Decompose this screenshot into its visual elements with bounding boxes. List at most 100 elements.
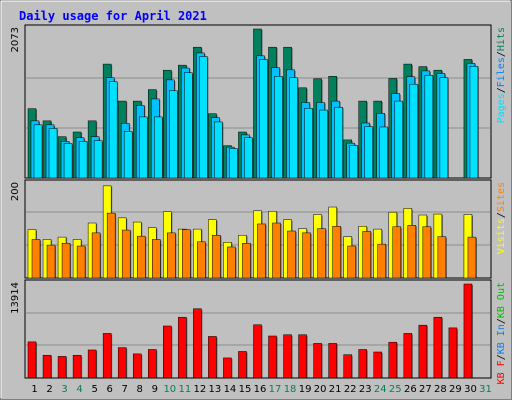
y-max-label: 13914 bbox=[10, 282, 21, 314]
bar bbox=[91, 232, 101, 279]
x-label-day: 16 bbox=[254, 384, 267, 395]
legend-entry: Pages bbox=[496, 93, 507, 123]
bar bbox=[33, 124, 43, 179]
bar bbox=[418, 324, 428, 379]
bar bbox=[169, 90, 178, 179]
bar bbox=[178, 316, 187, 379]
bar bbox=[123, 131, 133, 179]
bar bbox=[63, 143, 73, 179]
bar bbox=[136, 235, 146, 279]
x-label-day: 19 bbox=[299, 384, 312, 395]
x-label-day: 14 bbox=[224, 384, 237, 395]
bar bbox=[422, 226, 432, 279]
bar bbox=[274, 76, 283, 179]
bar bbox=[334, 106, 343, 179]
legend-entry: KB Out bbox=[496, 282, 507, 318]
bar bbox=[377, 243, 386, 279]
bar bbox=[268, 335, 277, 379]
chart-title: Daily usage for April 2021 bbox=[19, 9, 207, 23]
legend-entry: KB In bbox=[496, 324, 507, 354]
x-label-day: 18 bbox=[284, 384, 297, 395]
bar bbox=[328, 343, 337, 379]
x-label-day: 29 bbox=[449, 384, 462, 395]
bar bbox=[407, 225, 417, 279]
legend-entry: Sites bbox=[496, 182, 507, 212]
bar bbox=[349, 145, 358, 179]
bar bbox=[184, 72, 193, 179]
bar bbox=[199, 56, 208, 179]
bar bbox=[193, 308, 202, 379]
bar bbox=[388, 341, 398, 379]
x-label-day: 4 bbox=[76, 384, 82, 395]
legend-entry: KB F bbox=[496, 360, 507, 384]
bar bbox=[437, 236, 447, 279]
legend-entry: Visits bbox=[496, 218, 507, 254]
bar bbox=[238, 351, 247, 379]
bar bbox=[467, 236, 477, 279]
bar bbox=[242, 242, 251, 279]
bar bbox=[138, 116, 148, 179]
bar bbox=[223, 357, 232, 379]
legend-entry: / bbox=[496, 318, 507, 324]
legend-entry: Hits bbox=[496, 27, 507, 51]
x-label-day: 26 bbox=[404, 384, 417, 395]
bar bbox=[78, 141, 88, 179]
bar bbox=[152, 239, 161, 279]
bar bbox=[439, 77, 449, 179]
bar bbox=[317, 228, 326, 279]
bar bbox=[394, 100, 404, 179]
bar bbox=[392, 226, 402, 279]
x-label-day: 21 bbox=[329, 384, 342, 395]
bar bbox=[379, 126, 388, 179]
x-label-day: 12 bbox=[194, 384, 207, 395]
series-pages bbox=[33, 56, 479, 179]
bar bbox=[72, 354, 82, 379]
bar bbox=[358, 349, 367, 379]
bar bbox=[154, 116, 163, 179]
bar bbox=[163, 325, 172, 379]
x-label-day: 17 bbox=[269, 384, 282, 395]
x-label-day: 5 bbox=[91, 384, 97, 395]
bar bbox=[121, 229, 131, 279]
bar bbox=[148, 349, 157, 379]
bar bbox=[42, 354, 52, 379]
bar bbox=[214, 121, 223, 179]
panel-visitors: 200 Visits/Sites bbox=[10, 179, 507, 279]
bar bbox=[289, 77, 298, 179]
x-label-day: 31 bbox=[479, 384, 492, 395]
chart-panels: 2073Pages/Files/Hits200Visits/Sites13914… bbox=[10, 24, 507, 384]
bar bbox=[448, 327, 458, 379]
x-label-day: 10 bbox=[163, 384, 176, 395]
bar bbox=[332, 226, 341, 279]
x-label-day: 30 bbox=[464, 384, 477, 395]
legend: Visits/Sites bbox=[496, 182, 507, 254]
bar bbox=[347, 245, 356, 279]
bar bbox=[46, 244, 56, 279]
bar bbox=[244, 137, 253, 179]
bar bbox=[259, 59, 268, 179]
series-kb-f bbox=[27, 283, 473, 379]
bar bbox=[313, 343, 322, 379]
x-axis-labels: 1 2 3 4 5 6 7 8 9 10 11 12 13 14 15 16 17 18 19 20 21 22 23 24 2… bbox=[31, 384, 492, 395]
bar bbox=[197, 241, 206, 279]
legend-entry: / bbox=[496, 354, 507, 360]
x-label-day: 1 bbox=[31, 384, 37, 395]
x-label-day: 25 bbox=[389, 384, 402, 395]
bar bbox=[343, 354, 352, 379]
bar bbox=[298, 334, 307, 379]
bar bbox=[93, 140, 103, 179]
bar bbox=[409, 83, 419, 179]
bar bbox=[108, 81, 118, 179]
bar bbox=[76, 245, 86, 279]
x-label-day: 20 bbox=[314, 384, 327, 395]
x-label-day: 23 bbox=[359, 384, 372, 395]
bar bbox=[102, 333, 112, 379]
bar bbox=[61, 242, 71, 279]
bar bbox=[229, 148, 238, 179]
bar bbox=[182, 229, 191, 279]
legend: KB F/KB In/KB Out bbox=[496, 282, 507, 384]
bar bbox=[117, 347, 127, 379]
bar bbox=[48, 128, 58, 179]
